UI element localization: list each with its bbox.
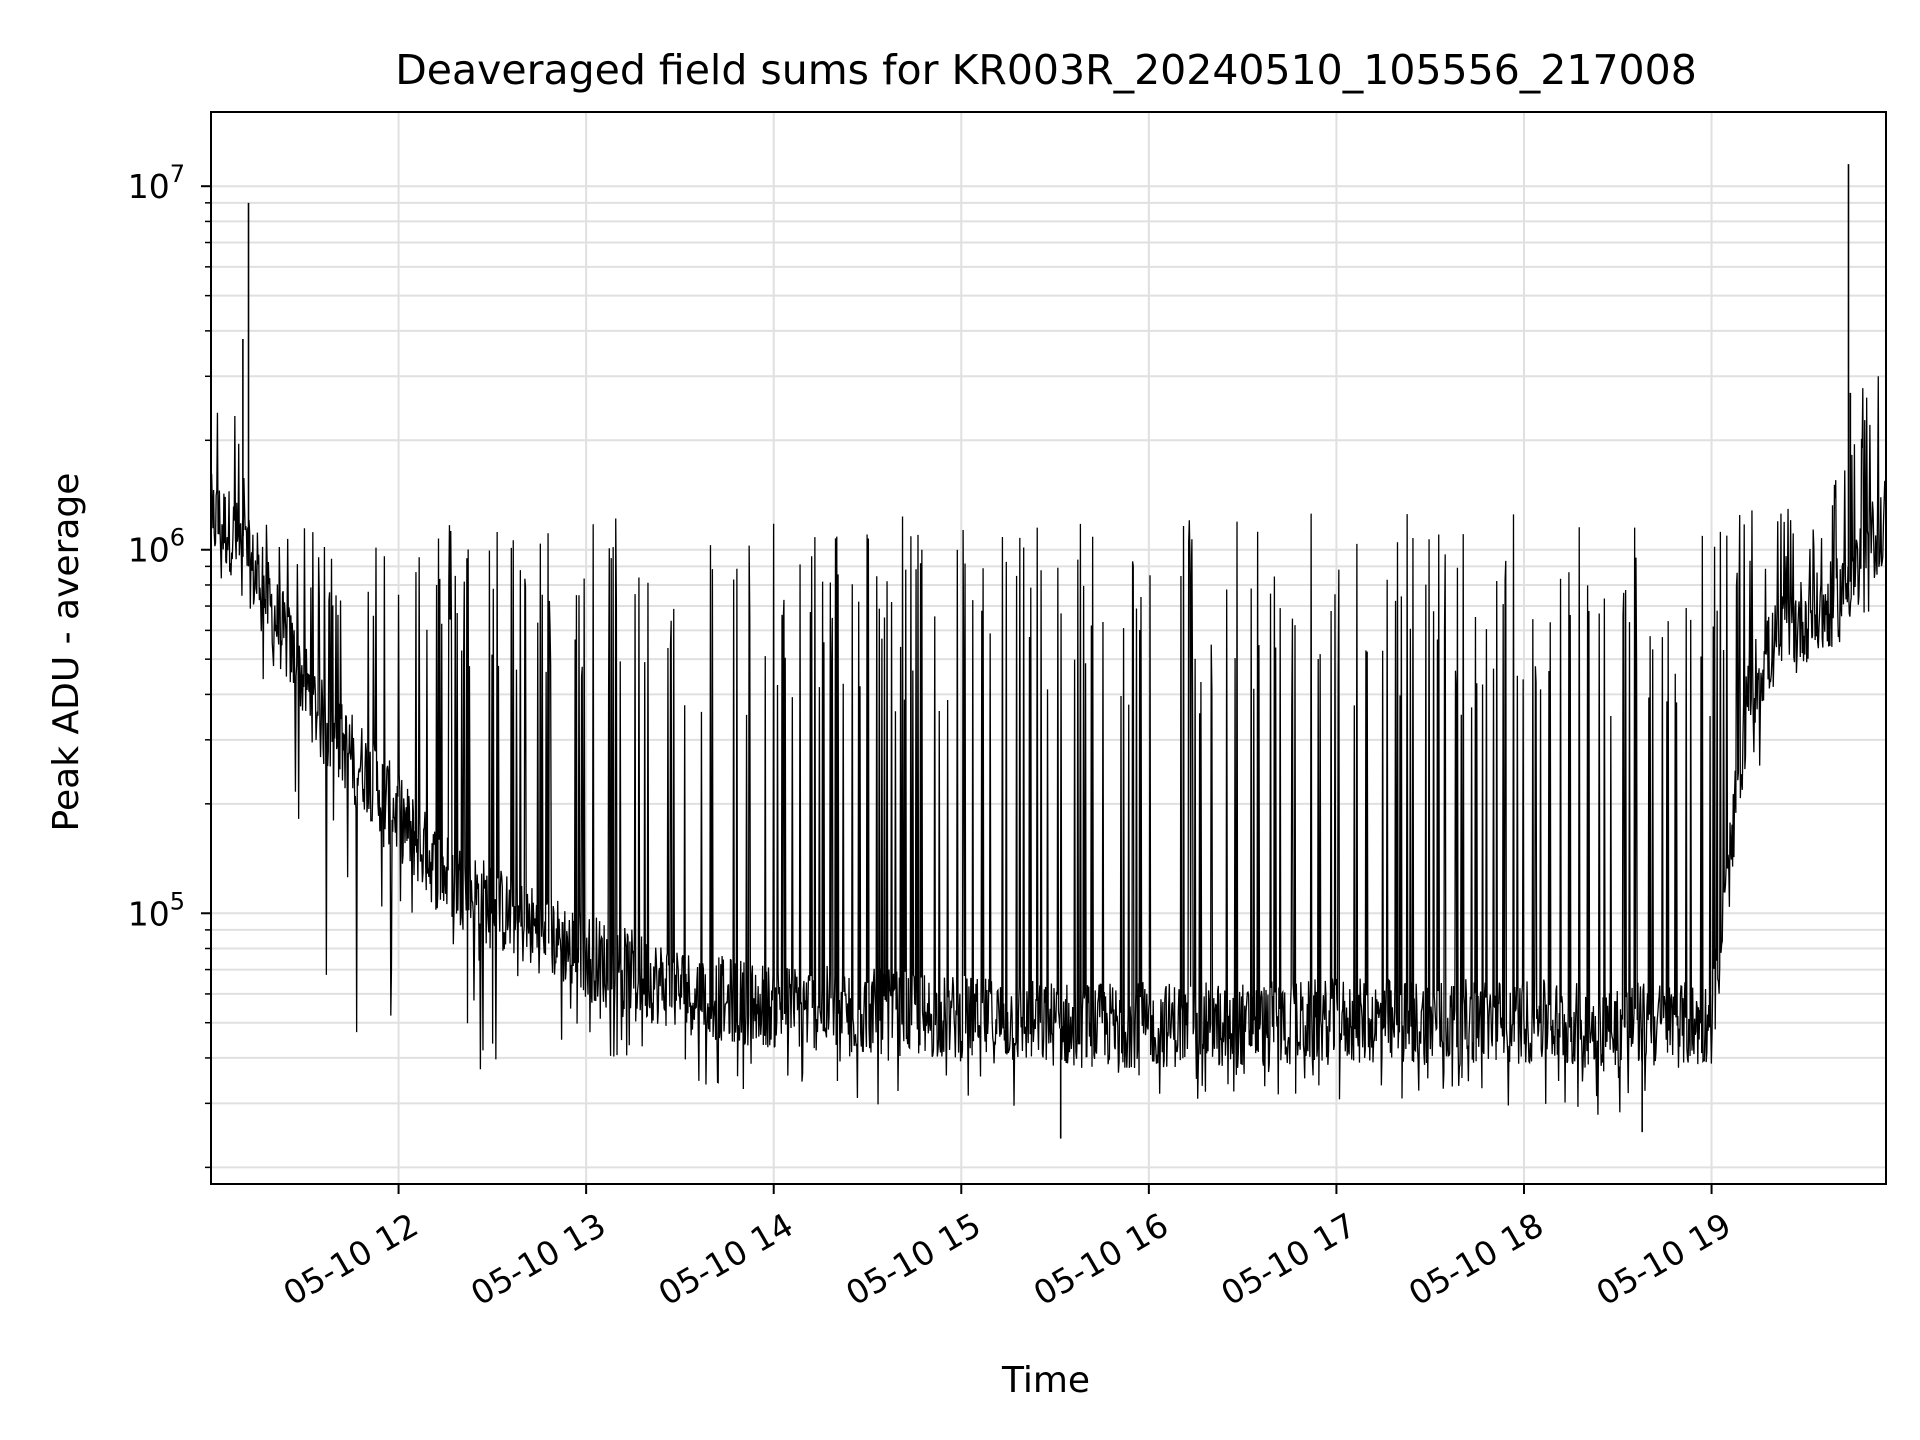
x-tick-label: 05-10 18 — [1402, 1205, 1550, 1313]
x-tick-label: 05-10 17 — [1214, 1205, 1362, 1313]
data-series — [210, 164, 1887, 1139]
chart-title: Deaveraged field sums for KR003R_2024051… — [395, 46, 1697, 94]
x-tick-label: 05-10 14 — [652, 1205, 800, 1313]
x-tick-label: 05-10 13 — [464, 1205, 612, 1313]
series-line — [210, 376, 1887, 1115]
y-tick-label: 105 — [128, 887, 185, 933]
x-tick-label: 05-10 15 — [839, 1205, 987, 1313]
x-tick-label: 05-10 12 — [277, 1205, 425, 1313]
x-tick-label: 05-10 19 — [1590, 1205, 1738, 1313]
y-axis-label: Peak ADU - average — [46, 473, 87, 832]
axes-frame — [210, 111, 1887, 1185]
y-tick-label: 107 — [128, 160, 185, 206]
x-tick-label: 05-10 16 — [1027, 1205, 1175, 1313]
x-axis-label: Time — [1001, 1360, 1090, 1401]
y-tick-label: 106 — [128, 524, 185, 570]
